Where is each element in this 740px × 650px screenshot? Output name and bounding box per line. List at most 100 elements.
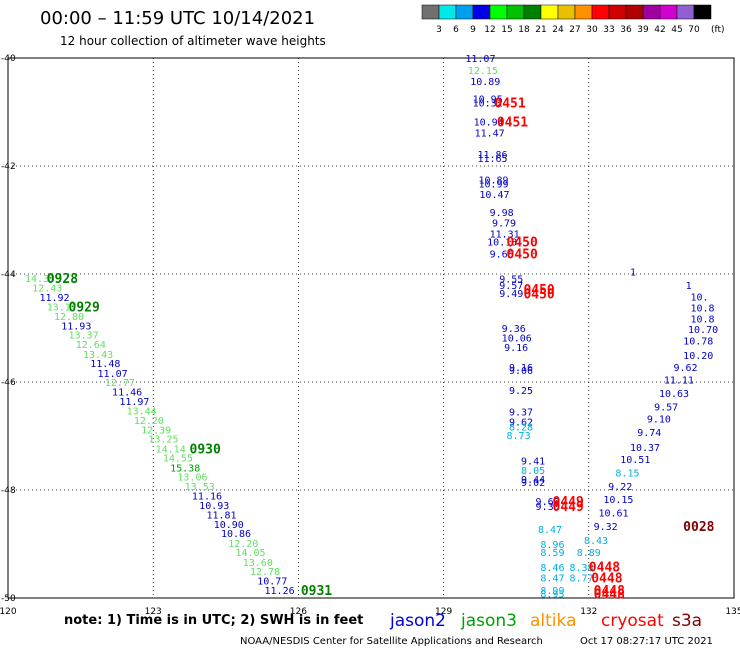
- wave-height-label: 9.32: [594, 522, 618, 533]
- wave-height-label: 9.74: [637, 428, 661, 439]
- wave-height-label: 14.05: [235, 548, 265, 559]
- wave-height-label: 11.46: [112, 388, 142, 399]
- color-scale-unit: (ft): [711, 25, 725, 35]
- pass-time-label: 0448: [594, 584, 625, 599]
- wave-height-label: 13.44: [127, 407, 157, 418]
- wave-height-label: 9.10: [647, 415, 671, 426]
- wave-height-label: 10.93: [199, 501, 229, 512]
- wave-height-label: 11.92: [39, 293, 69, 304]
- x-tick-label: 126: [290, 607, 307, 617]
- wave-height-label: 11.81: [206, 510, 236, 521]
- wave-height-label: 10.86: [221, 529, 251, 540]
- y-tick-label: -48: [1, 486, 16, 496]
- pass-time-label: 0450: [523, 283, 554, 298]
- wave-height-label: 9.62: [536, 497, 560, 508]
- wave-height-label: 10.8: [690, 303, 714, 314]
- wave-height-label: 13.43: [83, 350, 113, 361]
- pass-time-label: 0448: [594, 588, 625, 603]
- color-scale-swatch: [438, 4, 457, 20]
- wave-height-label: 9.37: [509, 408, 533, 419]
- wave-height-label: 9.44: [521, 475, 545, 486]
- wave-height-label: 10.70: [688, 325, 718, 336]
- wave-height-label: 11.93: [61, 321, 91, 332]
- pass-time-label: 0928: [47, 272, 78, 287]
- wave-height-label: 10.61: [598, 509, 628, 520]
- pass-time-label: 0929: [69, 300, 100, 315]
- chart-title: 00:00 – 11:59 UTC 10/14/2021: [40, 8, 315, 29]
- wave-height-label: 12.43: [32, 284, 62, 295]
- pass-time-label: 0449: [553, 500, 584, 515]
- wave-height-label: 11.86: [477, 150, 507, 161]
- plot-frame: [7, 57, 735, 599]
- color-scale-tick: 30: [586, 25, 598, 35]
- color-scale-swatch: [608, 4, 627, 20]
- wave-height-label: 9.66: [490, 249, 514, 260]
- pass-time-labels: 0928092909300931045104510450045004500450…: [47, 96, 715, 602]
- wave-height-label: 12.64: [76, 340, 106, 351]
- wave-height-label: 14.55: [163, 454, 193, 465]
- pass-time-label: 0451: [494, 96, 525, 111]
- wave-height-label: 14.33: [25, 274, 55, 285]
- x-tick-label: 123: [145, 607, 162, 617]
- y-tick-label: -46: [1, 378, 16, 388]
- wave-height-label: 12.80: [54, 312, 84, 323]
- wave-height-label: 9.41: [521, 456, 545, 467]
- y-tick-label: -50: [1, 594, 16, 604]
- wave-height-label: 8.43: [584, 536, 608, 547]
- x-tick-label: 135: [725, 607, 740, 617]
- wave-height-label: 12.78: [250, 567, 280, 578]
- y-tick-label: -44: [1, 270, 16, 280]
- wave-height-label: 11.16: [192, 491, 222, 502]
- pass-time-label: 0930: [190, 442, 221, 457]
- color-scale-swatch: [421, 4, 440, 20]
- wave-height-label: 10.95: [473, 95, 503, 106]
- wave-height-label: 10.47: [479, 190, 509, 201]
- color-scale-swatch: [574, 4, 593, 20]
- color-scale-tick: 42: [654, 25, 665, 35]
- legend-s3a: s3a: [672, 611, 702, 631]
- wave-height-label: 8.89: [577, 548, 601, 559]
- wave-height-label: 8.95: [540, 590, 564, 601]
- legend-cryosat: cryosat: [601, 611, 664, 631]
- color-scale-tick: 45: [671, 25, 682, 35]
- color-scale-tick: 9: [470, 25, 476, 35]
- wave-height-label: 10.32: [473, 98, 503, 109]
- wave-height-label: 11.07: [465, 54, 495, 65]
- pass-time-label: 0931: [301, 584, 332, 599]
- pass-time-label: 0451: [497, 116, 528, 131]
- pass-time-label: 0448: [589, 561, 620, 576]
- color-scale-bar: 3 6 9 12 15 18 21 24 27 30 33 36 39 42 45 70: [421, 4, 712, 35]
- wave-height-label: 12.15: [468, 66, 498, 77]
- wave-height-label: 11.65: [477, 154, 507, 165]
- color-scale-swatch: [455, 4, 474, 20]
- wave-height-label: 11.47: [475, 129, 505, 140]
- wave-height-label: 10.94: [474, 118, 504, 129]
- wave-height-label: 10.8: [690, 314, 714, 325]
- wave-height-label: 11.26: [265, 586, 295, 597]
- wave-height-label: 8.47: [538, 525, 562, 536]
- wave-height-label: 10.89: [470, 77, 500, 88]
- color-scale-tick: 39: [637, 25, 649, 35]
- wave-height-label: 11.97: [119, 397, 149, 408]
- y-tick-label: -40: [1, 54, 16, 64]
- wave-height-label: 12.20: [228, 539, 258, 550]
- color-scale-swatch: [591, 4, 610, 20]
- wave-height-label: 11.11: [664, 375, 694, 386]
- wave-height-label: 10.18: [487, 238, 517, 249]
- wave-height-label: 8.38: [569, 563, 593, 574]
- wave-height-label: 9.36: [502, 324, 526, 335]
- wave-height-label: 8.28: [509, 422, 533, 433]
- color-scale-swatch: [523, 4, 542, 20]
- color-scale-tick: 15: [501, 25, 512, 35]
- wave-height-label: 9.06: [509, 366, 533, 377]
- wave-height-label: 9.25: [509, 386, 533, 397]
- wave-height-label: 9.22: [608, 482, 632, 493]
- wave-height-label: 8.59: [540, 548, 564, 559]
- chart-subtitle: 12 hour collection of altimeter wave hei…: [60, 34, 326, 48]
- legend-jason2: jason2: [389, 611, 446, 631]
- wave-height-label: 13.06: [177, 473, 207, 484]
- wave-height-label: 13.53: [185, 482, 215, 493]
- wave-height-label: 8.96: [540, 540, 564, 551]
- wave-height-label: 12.77: [105, 378, 135, 389]
- color-scale-swatch: [472, 4, 491, 20]
